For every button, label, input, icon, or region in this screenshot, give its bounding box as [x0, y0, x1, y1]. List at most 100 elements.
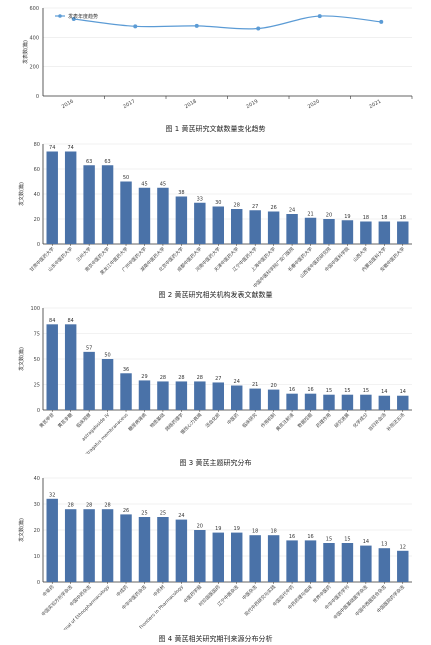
- x-tick-label: 临床研究: [241, 411, 259, 429]
- x-tick-label: 中医杂志: [241, 583, 259, 601]
- line-chart-publication-trend: 0 200 400 600 发表数(篇) 2016 2017 2018 2019 2020 2021…: [22, 6, 413, 111]
- data-label: 15: [344, 537, 350, 543]
- x-tick-label: 黄芪注射液: [274, 411, 295, 432]
- data-label: 28: [234, 203, 240, 209]
- data-label: 38: [178, 190, 184, 196]
- x-tick-label: 数据挖掘: [296, 411, 314, 429]
- data-label: 20: [326, 213, 332, 219]
- bar: [212, 532, 224, 582]
- y-tick-label: 50: [34, 357, 40, 363]
- bar: [231, 532, 243, 582]
- x-tick-label: 中成药: [115, 583, 130, 598]
- bar: [138, 187, 151, 244]
- data-label: 18: [400, 215, 406, 221]
- x-tick-label: 现代中药研究与实践: [243, 583, 277, 617]
- bar: [64, 324, 77, 410]
- y-axis-title: 发文数(篇): [18, 182, 25, 206]
- y-tick-label: 75: [34, 332, 40, 338]
- x-tick-label: 研究进展: [333, 411, 351, 429]
- bar: [101, 509, 114, 582]
- bar: [249, 388, 261, 410]
- data-label: 63: [86, 159, 92, 165]
- bar: [360, 394, 372, 410]
- data-label: 84: [67, 318, 73, 324]
- bar: [120, 181, 132, 244]
- figure-2-caption: 图 2 黄芪研究相关机构发表文献数量: [158, 291, 273, 299]
- bar: [64, 509, 77, 582]
- bar: [175, 381, 188, 410]
- y-tick-label: 60: [34, 167, 40, 173]
- data-point: [256, 26, 261, 31]
- bar: [267, 211, 280, 244]
- data-label: 28: [104, 503, 110, 509]
- bar: [101, 165, 114, 244]
- series-line: [73, 15, 382, 30]
- x-tick-label: 2018: [184, 99, 198, 111]
- data-label: 21: [252, 382, 258, 388]
- data-label: 45: [160, 181, 166, 187]
- x-tick-label: 临床观察: [75, 411, 93, 429]
- y-tick-label: 0: [36, 94, 39, 100]
- data-label: 50: [123, 175, 129, 181]
- data-label: 84: [49, 318, 55, 324]
- x-tick-label: 2020: [307, 99, 321, 111]
- x-tick-label: 兰州大学: [75, 245, 93, 263]
- data-point: [133, 24, 138, 29]
- data-label: 25: [141, 511, 147, 517]
- bar: [83, 351, 95, 410]
- x-tick-label: 山西大学: [351, 245, 369, 263]
- data-label: 57: [86, 345, 92, 351]
- data-label: 74: [49, 145, 55, 151]
- x-tick-label: 2017: [122, 99, 136, 111]
- bar: [83, 509, 95, 582]
- data-label: 19: [234, 526, 240, 532]
- x-tick-label: 2019: [245, 99, 259, 111]
- data-label: 15: [326, 388, 332, 394]
- bar: [194, 530, 206, 582]
- data-label: 18: [252, 529, 258, 535]
- bar-chart-topics: 0255075100发文数(篇)84黄芪甲苷84黄芪多糖57临床观察50astr…: [18, 306, 412, 460]
- bar: [360, 545, 372, 582]
- bar-chart-journals: 010203040发文数(篇)32中草药28中国实验方剂学杂志28中国中药杂志2…: [18, 476, 412, 638]
- x-tick-label: 中草药: [41, 583, 56, 598]
- data-label: 13: [381, 542, 387, 548]
- data-label: 24: [178, 513, 184, 519]
- bar: [212, 382, 224, 410]
- legend-label: 发表年度趋势: [68, 13, 98, 20]
- bar: [360, 221, 372, 244]
- x-tick-label: 化学成分: [351, 411, 369, 429]
- data-point: [317, 14, 322, 19]
- bar: [157, 187, 169, 244]
- data-label: 24: [234, 379, 240, 385]
- y-tick-label: 40: [34, 476, 40, 482]
- x-tick-label: 中医药: [225, 411, 240, 426]
- data-label: 32: [49, 492, 55, 498]
- legend-marker: [58, 14, 62, 18]
- y-tick-label: 600: [29, 6, 39, 12]
- bar: [83, 165, 95, 244]
- data-label: 16: [307, 387, 313, 393]
- y-axis-title: 发文数(篇): [18, 518, 25, 542]
- figure-4: 0 10 20 30 40 发文数(篇) 32 中草药 28 中国实验方剂学杂志 28 中国中药杂志 2…: [0, 474, 431, 638]
- bar: [378, 395, 391, 410]
- data-label: 27: [215, 376, 221, 382]
- bar: [267, 535, 280, 582]
- y-tick-label: 0: [37, 580, 40, 586]
- bar: [249, 535, 261, 582]
- bar: [64, 151, 77, 244]
- bar: [286, 540, 298, 582]
- x-tick-label: 2021: [368, 99, 382, 111]
- bar: [212, 206, 224, 244]
- data-label: 14: [363, 539, 369, 545]
- bar: [175, 196, 188, 244]
- y-axis-title: 发文数(篇): [18, 347, 25, 371]
- bar: [231, 209, 243, 244]
- data-label: 15: [326, 537, 332, 543]
- y-tick-label: 40: [34, 192, 40, 198]
- bar: [120, 373, 132, 410]
- bar: [46, 324, 58, 410]
- bar: [120, 514, 132, 582]
- bar: [138, 517, 151, 582]
- bar: [194, 202, 206, 244]
- y-tick-label: 80: [34, 142, 40, 148]
